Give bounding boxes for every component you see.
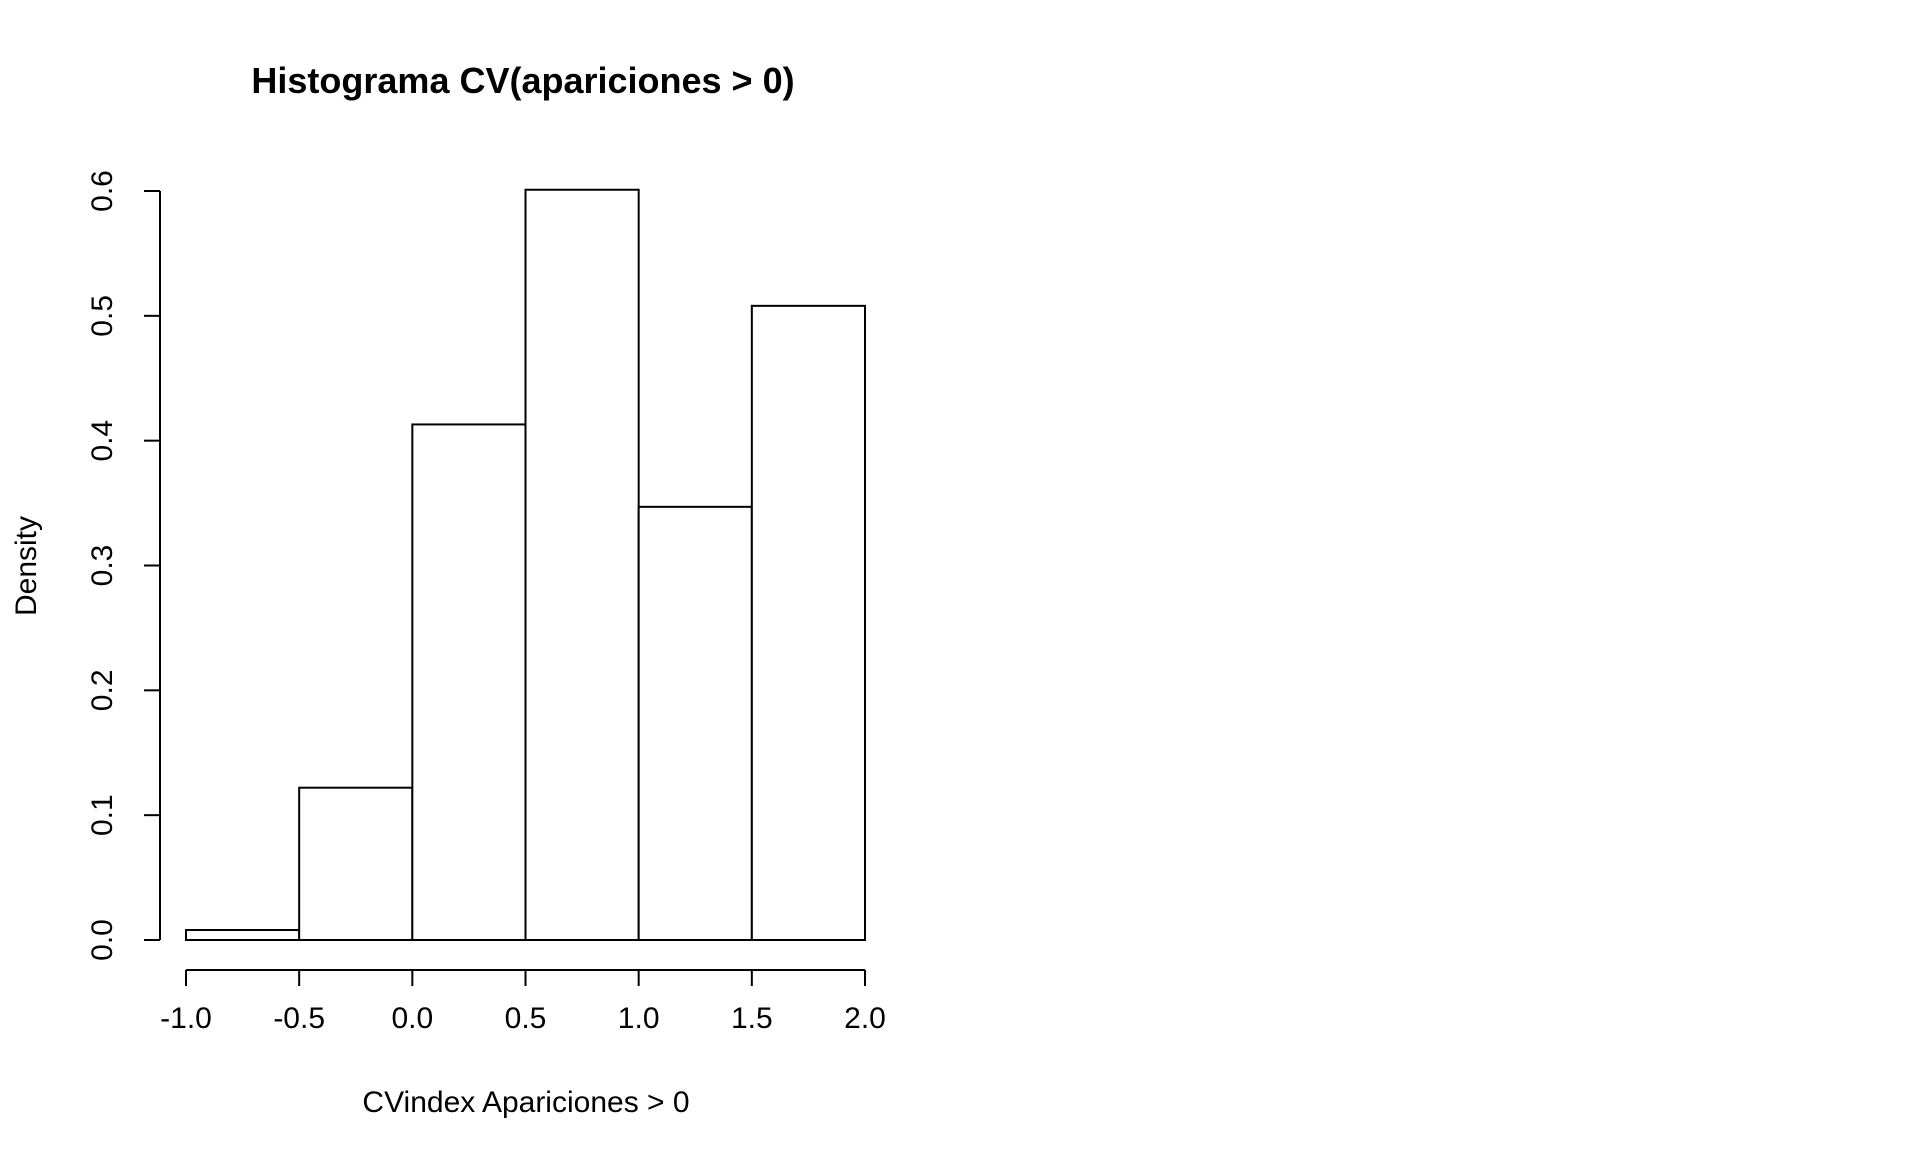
x-axis: -1.0 -0.5 0.0 0.5 1.0 1.5 2.0 xyxy=(160,969,886,1035)
histogram-bar-6 xyxy=(750,304,866,941)
histogram-bar-1 xyxy=(185,929,301,941)
x-tick-label: 1.0 xyxy=(618,1002,660,1035)
y-tick-label: 0.5 xyxy=(86,295,119,337)
histogram-bar-4 xyxy=(524,188,640,942)
y-tick-label: 0.4 xyxy=(86,420,119,462)
bars-group xyxy=(185,188,866,942)
x-axis-label: CVindex Apariciones > 0 xyxy=(362,1086,689,1119)
y-axis: 0.0 0.1 0.2 0.3 0.4 0.5 0.6 xyxy=(86,170,161,961)
chart-title: Histograma CV(apariciones > 0) xyxy=(251,60,794,101)
x-tick-label: 0.0 xyxy=(391,1002,433,1035)
histogram-bar-3 xyxy=(411,423,527,941)
histogram-bar-2 xyxy=(298,786,414,941)
y-axis-label: Density xyxy=(10,516,43,616)
x-tick-label: 2.0 xyxy=(844,1002,886,1035)
y-tick-label: 0.0 xyxy=(86,919,119,961)
y-tick-label: 0.6 xyxy=(86,170,119,212)
x-tick-label: 1.5 xyxy=(731,1002,773,1035)
x-tick-label: -1.0 xyxy=(160,1002,212,1035)
y-tick-label: 0.3 xyxy=(86,545,119,587)
y-tick-label: 0.1 xyxy=(86,794,119,836)
y-tick-label: 0.2 xyxy=(86,669,119,711)
x-tick-label: 0.5 xyxy=(505,1002,547,1035)
x-tick-label: -0.5 xyxy=(273,1002,325,1035)
histogram-bar-5 xyxy=(637,505,753,941)
